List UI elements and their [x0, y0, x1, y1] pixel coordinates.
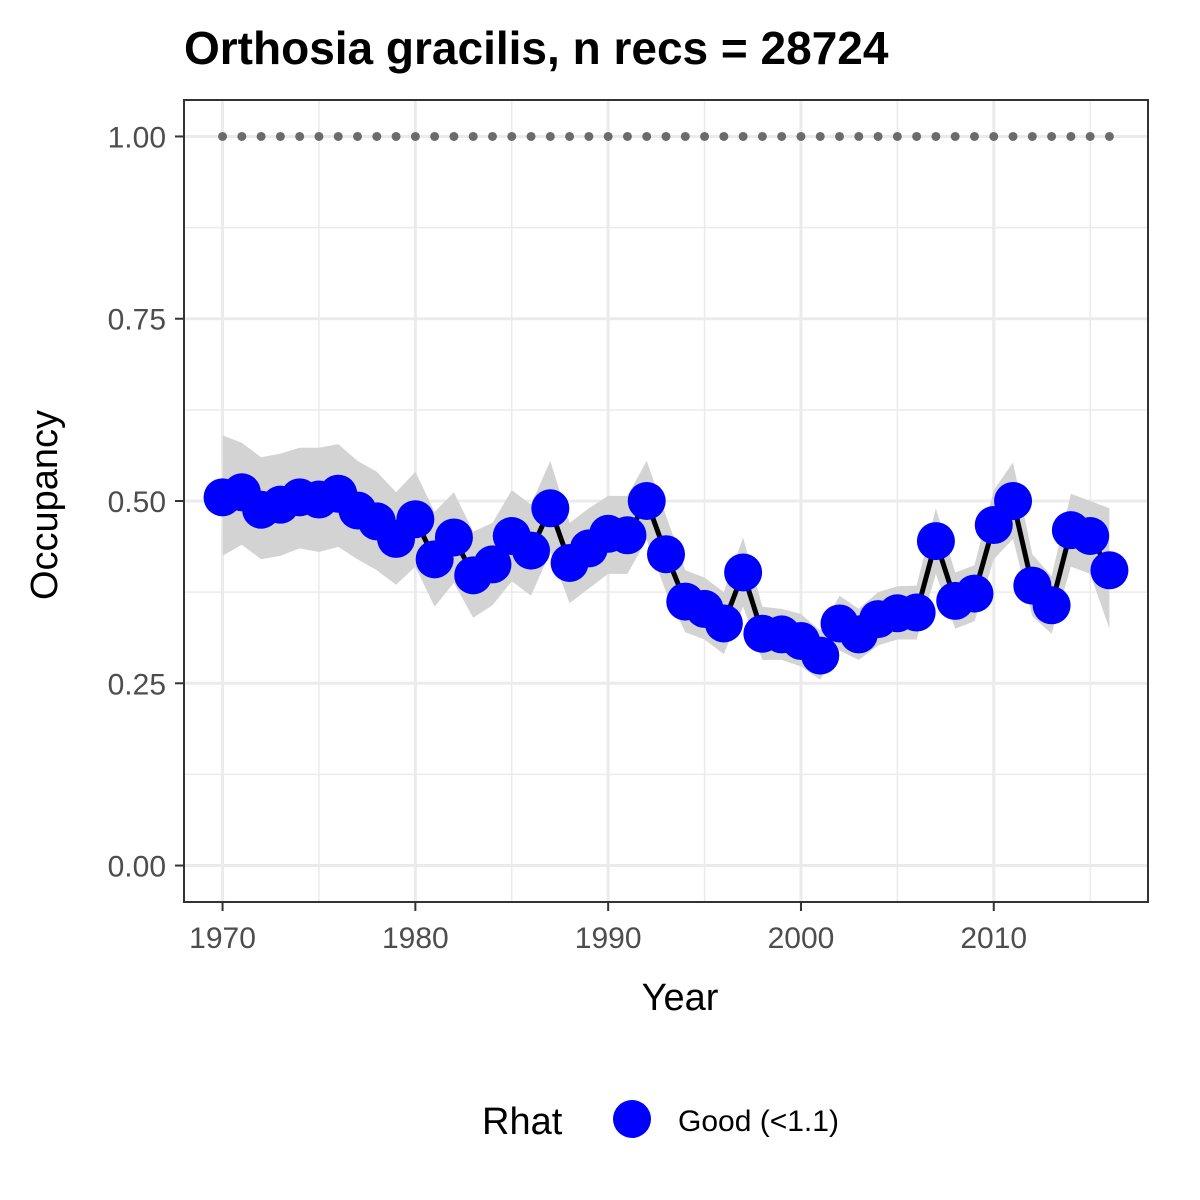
reference-dot	[1066, 131, 1076, 141]
reference-dot	[835, 131, 845, 141]
reference-dot	[950, 131, 960, 141]
legend-entry-label: Good (<1.1)	[678, 1105, 839, 1138]
reference-dot	[487, 131, 497, 141]
data-point	[512, 531, 551, 570]
reference-dot	[1027, 131, 1037, 141]
reference-dot	[912, 131, 922, 141]
reference-dot	[410, 131, 420, 141]
data-point	[434, 518, 473, 557]
y-tick-label: 0.00	[108, 851, 166, 884]
reference-dot	[1085, 131, 1095, 141]
reference-dot	[430, 131, 440, 141]
y-axis-title: Occupancy	[24, 410, 66, 600]
reference-dot	[969, 131, 979, 141]
reference-dot	[449, 131, 459, 141]
reference-dot	[391, 131, 401, 141]
reference-dot	[603, 131, 613, 141]
x-axis-ticks: 1970 1980 1990 2000 2010	[189, 902, 1027, 955]
reference-dot	[738, 131, 748, 141]
reference-dot	[372, 131, 382, 141]
reference-dots-layer	[218, 131, 1114, 141]
x-tick-label: 1970	[189, 922, 256, 955]
reference-dot	[719, 131, 729, 141]
reference-dot	[854, 131, 864, 141]
reference-dot	[333, 131, 343, 141]
data-point	[916, 522, 955, 561]
reference-dot	[468, 131, 478, 141]
reference-dot	[892, 131, 902, 141]
reference-dot	[796, 131, 806, 141]
legend: Rhat Good (<1.1)	[482, 1100, 839, 1143]
data-point	[1090, 551, 1129, 590]
data-point	[994, 482, 1033, 520]
reference-dot	[507, 131, 517, 141]
reference-dot	[237, 131, 247, 141]
reference-dot	[622, 131, 632, 141]
reference-dot	[931, 131, 941, 141]
reference-dot	[275, 131, 285, 141]
x-tick-label: 1980	[382, 922, 449, 955]
data-point	[955, 574, 994, 613]
reference-dot	[700, 131, 710, 141]
y-tick-label: 0.25	[108, 668, 166, 701]
data-points-layer	[203, 473, 1129, 675]
data-point	[396, 500, 435, 539]
reference-dot	[526, 131, 536, 141]
reference-dot	[777, 131, 787, 141]
reference-dot	[642, 131, 652, 141]
chart-title: Orthosia gracilis, n recs = 28724	[184, 22, 889, 74]
reference-dot	[314, 131, 324, 141]
reference-dot	[256, 131, 266, 141]
data-point	[627, 482, 666, 520]
data-point	[724, 553, 763, 592]
data-point	[704, 604, 743, 643]
reference-dot	[218, 131, 228, 141]
reference-dot	[680, 131, 690, 141]
data-point	[897, 593, 936, 632]
x-tick-label: 1990	[575, 922, 642, 955]
data-point	[1071, 516, 1110, 555]
reference-dot	[873, 131, 883, 141]
y-tick-label: 1.00	[108, 121, 166, 154]
y-tick-label: 0.75	[108, 304, 166, 337]
y-tick-label: 0.50	[108, 486, 166, 519]
reference-dot	[295, 131, 305, 141]
reference-dot	[1008, 131, 1018, 141]
legend-title: Rhat	[482, 1101, 563, 1143]
reference-dot	[353, 131, 363, 141]
data-point	[473, 545, 512, 584]
x-axis-title: Year	[642, 977, 719, 1019]
reference-dot	[1104, 131, 1114, 141]
reference-dot	[1047, 131, 1057, 141]
x-tick-label: 2000	[768, 922, 835, 955]
reference-dot	[989, 131, 999, 141]
reference-dot	[815, 131, 825, 141]
legend-point-icon	[613, 1100, 651, 1138]
data-point	[647, 535, 685, 574]
reference-dot	[584, 131, 594, 141]
reference-dot	[545, 131, 555, 141]
x-tick-label: 2010	[960, 922, 1027, 955]
reference-dot	[661, 131, 671, 141]
reference-dot	[565, 131, 575, 141]
data-point	[1032, 586, 1071, 625]
data-point	[531, 489, 570, 528]
reference-dot	[757, 131, 767, 141]
data-point	[801, 636, 840, 675]
y-axis-ticks: 0.00 0.25 0.50 0.75 1.00	[108, 121, 184, 884]
data-point	[608, 516, 647, 555]
